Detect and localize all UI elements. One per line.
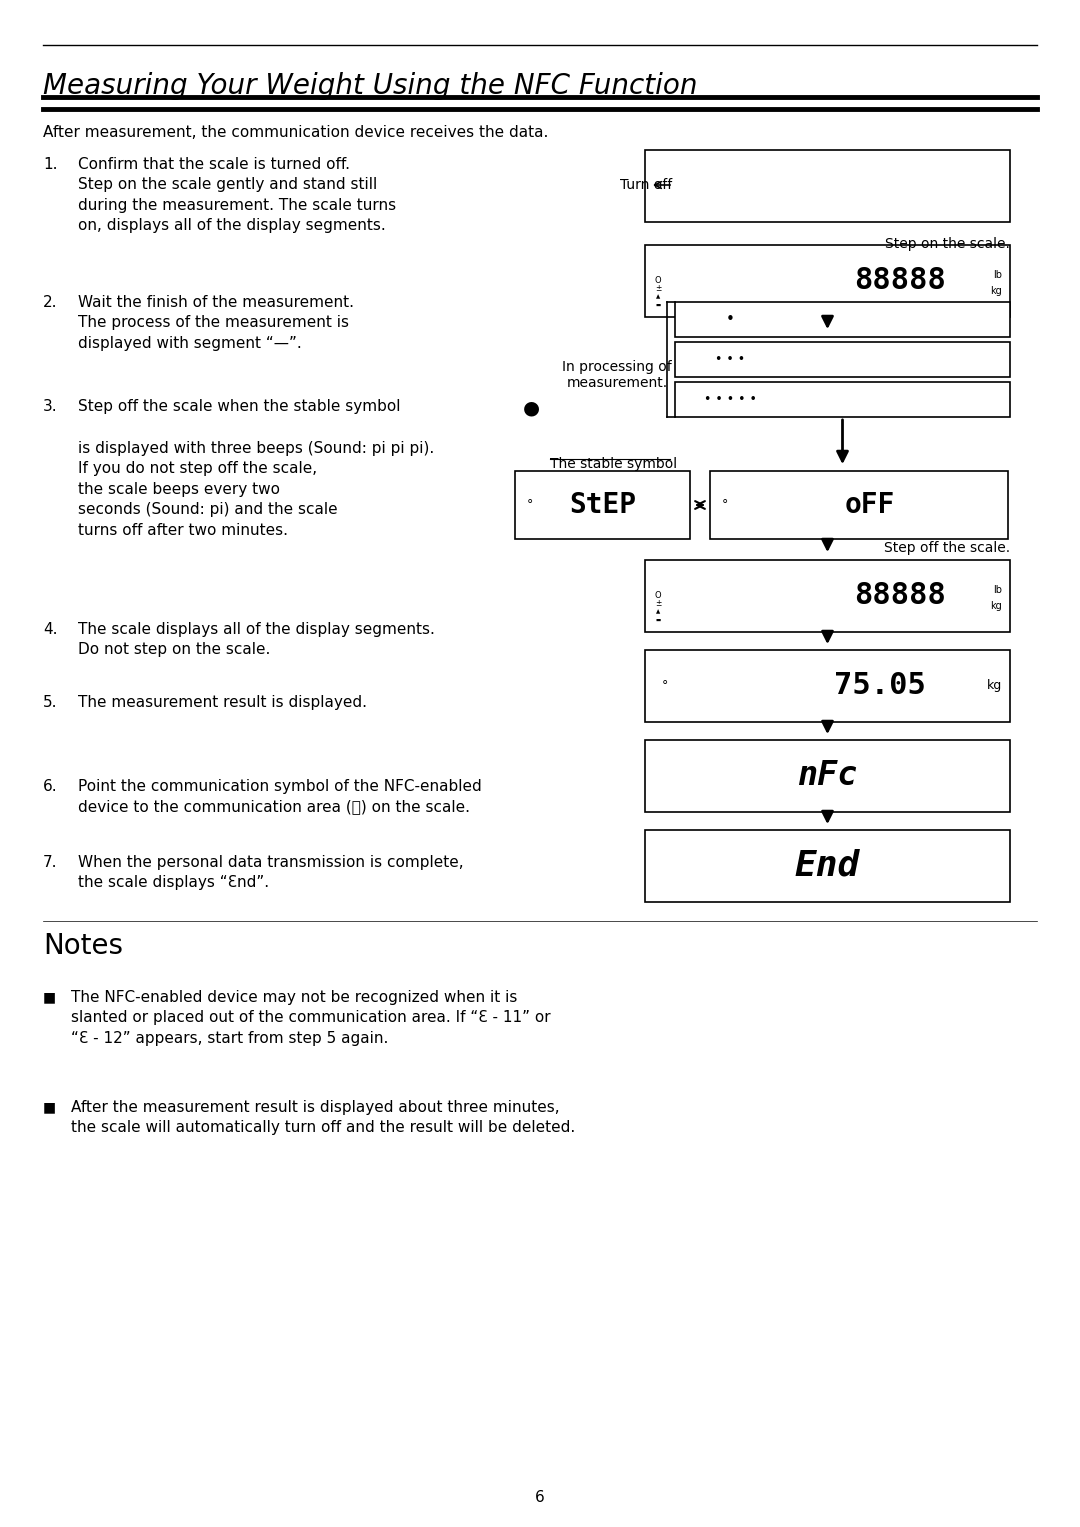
Text: •: • [726, 312, 734, 327]
Text: ±: ± [654, 600, 661, 608]
Text: Wait the finish of the measurement.
The process of the measurement is
displayed : Wait the finish of the measurement. The … [78, 295, 354, 351]
Text: lb: lb [993, 585, 1002, 596]
Text: Turn off: Turn off [620, 179, 672, 192]
Text: The NFC-enabled device may not be recognized when it is
slanted or placed out of: The NFC-enabled device may not be recogn… [71, 989, 551, 1046]
Text: Notes: Notes [43, 931, 123, 960]
Text: Step off the scale.: Step off the scale. [883, 541, 1010, 554]
Text: kg: kg [990, 286, 1002, 296]
Text: In processing of
measurement.: In processing of measurement. [562, 360, 672, 389]
Text: ▲: ▲ [656, 609, 660, 614]
Text: ▬: ▬ [656, 302, 661, 307]
Text: lb: lb [993, 270, 1002, 279]
Text: °: ° [723, 498, 728, 512]
Text: 4.: 4. [43, 621, 57, 637]
Text: 7.: 7. [43, 855, 57, 870]
Text: 6.: 6. [43, 779, 57, 794]
Text: nFc: nFc [797, 759, 858, 793]
FancyBboxPatch shape [645, 831, 1010, 902]
Text: oFF: oFF [845, 492, 895, 519]
Text: • • • • •: • • • • • [703, 392, 756, 406]
Text: ■: ■ [43, 1099, 56, 1115]
Text: 6: 6 [535, 1489, 545, 1504]
Text: Step off the scale when the stable symbol: Step off the scale when the stable symbo… [78, 399, 405, 414]
Text: After measurement, the communication device receives the data.: After measurement, the communication dev… [43, 125, 549, 140]
Text: Confirm that the scale is turned off.
Step on the scale gently and stand still
d: Confirm that the scale is turned off. St… [78, 157, 396, 234]
Text: ±: ± [654, 284, 661, 293]
FancyBboxPatch shape [645, 150, 1010, 221]
Text: When the personal data transmission is complete,
the scale displays “Ɛnd”.: When the personal data transmission is c… [78, 855, 463, 890]
Text: 2.: 2. [43, 295, 57, 310]
Text: O: O [654, 276, 661, 286]
Text: End: End [795, 849, 860, 883]
Text: ▲: ▲ [656, 295, 660, 299]
FancyBboxPatch shape [710, 470, 1008, 539]
Text: Measuring Your Weight Using the NFC Function: Measuring Your Weight Using the NFC Func… [43, 72, 698, 99]
FancyBboxPatch shape [515, 470, 690, 539]
Text: ●: ● [523, 399, 540, 417]
Text: The measurement result is displayed.: The measurement result is displayed. [78, 695, 367, 710]
Text: StEP: StEP [569, 492, 636, 519]
Text: 3.: 3. [43, 399, 57, 414]
Text: kg: kg [990, 602, 1002, 611]
Text: 75.05: 75.05 [834, 672, 926, 701]
FancyBboxPatch shape [675, 302, 1010, 337]
FancyBboxPatch shape [675, 382, 1010, 417]
Text: 5.: 5. [43, 695, 57, 710]
Text: °: ° [662, 680, 669, 693]
Text: Step on the scale.: Step on the scale. [886, 237, 1010, 250]
Text: kg: kg [987, 680, 1002, 693]
Text: 88888: 88888 [854, 266, 946, 295]
Text: is displayed with three beeps (Sound: pi pi pi).
If you do not step off the scal: is displayed with three beeps (Sound: pi… [78, 441, 434, 538]
Text: After the measurement result is displayed about three minutes,
the scale will au: After the measurement result is displaye… [71, 1099, 576, 1136]
Text: 88888: 88888 [854, 582, 946, 611]
FancyBboxPatch shape [645, 651, 1010, 722]
FancyBboxPatch shape [645, 741, 1010, 812]
Text: O: O [654, 591, 661, 600]
Text: ▬: ▬ [656, 617, 661, 623]
Text: °: ° [527, 498, 534, 512]
FancyBboxPatch shape [645, 560, 1010, 632]
FancyBboxPatch shape [675, 342, 1010, 377]
Text: 1.: 1. [43, 157, 57, 173]
Text: • • •: • • • [715, 353, 745, 366]
Text: The scale displays all of the display segments.
Do not step on the scale.: The scale displays all of the display se… [78, 621, 435, 658]
Text: Point the communication symbol of the NFC-enabled
device to the communication ar: Point the communication symbol of the NF… [78, 779, 482, 814]
Text: ■: ■ [43, 989, 56, 1003]
Text: The stable symbol: The stable symbol [550, 457, 677, 470]
FancyBboxPatch shape [645, 244, 1010, 318]
